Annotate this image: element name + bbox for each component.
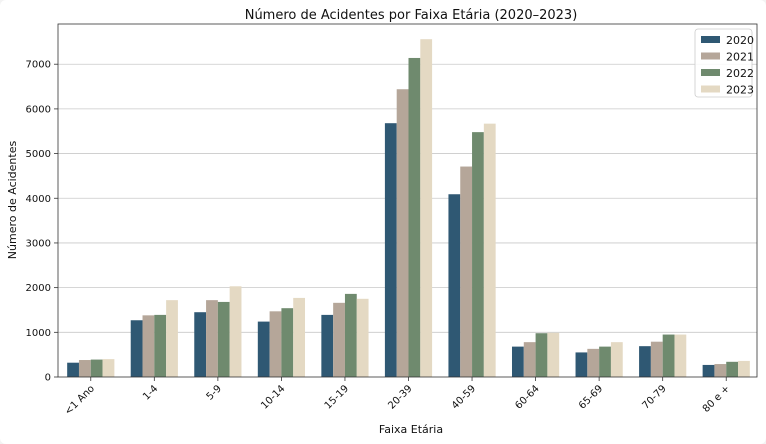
y-tick-label-4: 4000 — [26, 194, 51, 205]
legend-label-2023: 2023 — [726, 84, 754, 97]
bar-2020-8 — [575, 352, 588, 377]
x-tick-label-3: 10-14 — [259, 383, 287, 411]
x-tick-label-7: 60-64 — [513, 383, 541, 411]
bar-2020-0 — [67, 362, 79, 377]
bar-2020-6 — [448, 194, 461, 377]
bar-2022-8 — [599, 346, 611, 377]
bar-2022-2 — [217, 301, 230, 377]
bar-2022-10 — [726, 361, 739, 377]
plot-border — [57, 23, 758, 378]
bar-2022-3 — [281, 308, 294, 377]
x-tick-label-8: 65-69 — [577, 383, 605, 411]
bar-2023-2 — [229, 286, 242, 377]
bar-2020-2 — [194, 312, 207, 377]
y-tick-label-1: 1000 — [26, 328, 51, 339]
y-tick-label-5: 5000 — [26, 149, 51, 160]
bar-2020-5 — [384, 123, 397, 377]
bar-2020-4 — [321, 314, 334, 377]
x-tick-label-2: 5-9 — [205, 383, 224, 402]
x-tick-label-10: 80 e + — [701, 383, 733, 415]
bar-2022-9 — [662, 334, 675, 377]
bar-2023-9 — [674, 334, 687, 377]
bar-2022-7 — [535, 333, 548, 377]
bar-2021-10 — [714, 364, 727, 377]
bar-2020-9 — [639, 346, 651, 377]
bar-2022-4 — [344, 293, 357, 377]
legend-label-2022: 2022 — [726, 67, 754, 80]
bar-2020-1 — [130, 320, 143, 377]
bar-2023-3 — [293, 297, 306, 377]
bars-group — [67, 39, 750, 377]
bar-2021-1 — [142, 315, 155, 377]
legend-label-2020: 2020 — [726, 34, 754, 47]
chart-title: Número de Acidentes por Faixa Etária (20… — [245, 8, 578, 23]
bar-2021-8 — [587, 348, 600, 377]
bar-2023-1 — [166, 300, 178, 377]
bar-2021-2 — [206, 300, 218, 377]
legend: 2020 2021 2022 2023 — [694, 28, 754, 98]
bar-2021-4 — [333, 302, 345, 377]
x-tick-label-5: 20-39 — [386, 383, 414, 411]
bar-2022-6 — [472, 132, 484, 377]
bar-2023-0 — [102, 359, 115, 377]
x-axis-label: Faixa Etária — [379, 423, 443, 436]
bar-2023-7 — [547, 332, 560, 377]
y-tick-label-2: 2000 — [26, 283, 51, 294]
bar-2021-3 — [269, 311, 282, 377]
bar-2023-4 — [356, 298, 369, 377]
legend-box — [694, 28, 753, 98]
bar-2021-9 — [650, 341, 663, 377]
bar-2023-8 — [610, 342, 623, 377]
y-tick-label-0: 0 — [45, 373, 51, 384]
legend-label-2021: 2021 — [726, 51, 754, 64]
bar-2020-7 — [511, 346, 524, 377]
x-tick-label-6: 40-59 — [450, 383, 478, 411]
y-tick-label-3: 3000 — [26, 238, 51, 249]
bar-2022-1 — [154, 314, 167, 377]
legend-swatch-2020 — [701, 36, 720, 43]
bar-2023-10 — [738, 360, 750, 377]
legend-swatch-2022 — [701, 69, 720, 76]
x-tick-label-9: 70-79 — [640, 383, 668, 411]
x-tick-label-0: <1 Ano — [63, 383, 97, 417]
legend-swatch-2021 — [701, 52, 720, 60]
bar-2021-5 — [396, 89, 409, 377]
bar-2022-0 — [90, 359, 103, 377]
bar-2020-3 — [257, 321, 270, 377]
bar-2020-10 — [702, 364, 715, 377]
y-tick-label-7: 7000 — [26, 60, 51, 71]
bar-2023-6 — [483, 123, 496, 377]
y-ticks: 0 1000 2000 3000 4000 5000 6000 7000 — [26, 60, 58, 384]
y-tick-label-6: 6000 — [26, 104, 51, 115]
bar-2023-5 — [420, 39, 433, 377]
x-tick-label-4: 15-19 — [323, 383, 351, 411]
bar-2022-5 — [408, 57, 421, 377]
legend-swatch-2023 — [701, 85, 720, 93]
x-tick-label-1: 1-4 — [141, 383, 160, 402]
x-ticks: <1 Ano 1-4 5-9 10-14 15-19 20-39 40-59 60-64 65-… — [63, 377, 733, 417]
bar-2021-6 — [460, 166, 473, 377]
bar-2021-7 — [523, 342, 536, 377]
y-axis-label: Número de Acidentes — [6, 141, 19, 260]
bar-2021-0 — [78, 360, 91, 377]
